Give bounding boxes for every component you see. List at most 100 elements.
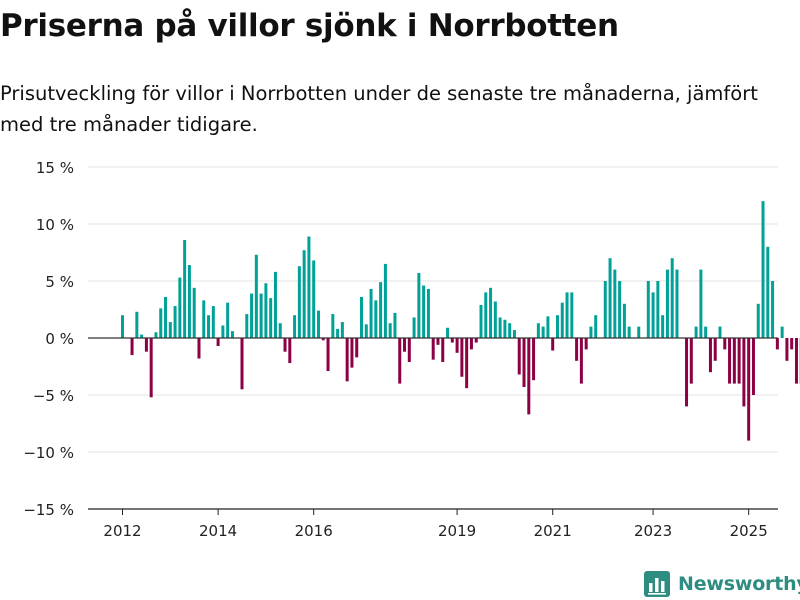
bar xyxy=(426,288,430,338)
bar xyxy=(374,300,378,338)
bar xyxy=(417,273,421,338)
bar xyxy=(350,338,354,368)
bar xyxy=(761,201,765,338)
bar xyxy=(751,338,755,395)
bar-series xyxy=(121,201,800,441)
bar xyxy=(469,338,473,350)
bar xyxy=(608,258,612,338)
bar xyxy=(622,303,626,338)
y-axis-labels: 15 % 10 % 5 % 0 % −5 % −10 % −15 % xyxy=(23,159,74,519)
bar xyxy=(775,338,779,350)
bar xyxy=(154,332,158,338)
bar xyxy=(756,303,760,338)
bar xyxy=(240,338,244,390)
bar xyxy=(646,281,650,338)
bar xyxy=(503,319,507,338)
chart-title: Priserna på villor sjönk i Norrbotten xyxy=(0,8,619,44)
bar xyxy=(283,338,287,352)
bar xyxy=(360,296,363,338)
bar xyxy=(407,338,411,362)
bar xyxy=(728,338,732,384)
bar xyxy=(594,315,598,338)
bar xyxy=(364,324,368,338)
bar xyxy=(412,317,416,338)
bar xyxy=(355,338,359,358)
bar xyxy=(675,269,679,338)
bar xyxy=(685,338,689,407)
bar xyxy=(780,326,784,338)
x-axis: 2012 2014 2016 2019 2021 2023 2025 xyxy=(88,508,778,540)
bar xyxy=(536,323,540,338)
bar xyxy=(790,338,794,350)
bar xyxy=(121,315,124,338)
x-tick-label: 2021 xyxy=(534,522,572,540)
bar xyxy=(560,302,564,338)
bar xyxy=(723,338,727,350)
bar xyxy=(393,312,397,338)
bar-chart: 15 %10 %5 %0 %−5 %−10 %−15 % 2012 2014 201… xyxy=(23,159,800,540)
bar xyxy=(670,258,674,338)
bar xyxy=(618,281,622,338)
bar xyxy=(211,306,215,338)
bar xyxy=(273,271,277,338)
bar xyxy=(140,334,144,338)
y-tick-label: −15 % xyxy=(23,501,74,519)
bar xyxy=(665,269,669,338)
bar xyxy=(259,293,263,338)
bar xyxy=(512,330,516,338)
newsworthy-logo: Newsworthy xyxy=(644,568,800,600)
gridlines xyxy=(88,166,778,453)
bar xyxy=(254,254,258,338)
bar xyxy=(297,266,301,338)
bar xyxy=(527,338,531,415)
bar xyxy=(307,236,311,338)
bar xyxy=(316,310,320,338)
bar xyxy=(785,338,789,361)
bar xyxy=(230,331,234,338)
x-tick-label: 2014 xyxy=(199,522,237,540)
chart-subtitle: Prisutveckling för villor i Norrbotten u… xyxy=(0,82,758,136)
bar xyxy=(718,326,722,338)
bar xyxy=(565,292,569,338)
bar xyxy=(551,338,555,351)
bar xyxy=(149,338,153,398)
bar xyxy=(508,323,512,338)
bar xyxy=(403,338,407,352)
bar xyxy=(369,288,373,338)
bar xyxy=(637,326,641,338)
y-tick-label: 15 % xyxy=(36,159,74,177)
bar xyxy=(250,293,254,338)
bar xyxy=(704,326,708,338)
bar xyxy=(441,338,445,362)
bar xyxy=(747,338,751,441)
bar xyxy=(575,338,579,361)
bar xyxy=(130,338,134,356)
bar xyxy=(331,314,335,338)
bar xyxy=(479,304,483,338)
x-tick-label: 2012 xyxy=(103,522,141,540)
y-tick-label: −10 % xyxy=(23,444,74,462)
x-tick-label: 2016 xyxy=(295,522,333,540)
bar xyxy=(570,292,574,338)
bar xyxy=(460,338,464,377)
bar xyxy=(398,338,402,384)
bar xyxy=(589,326,593,338)
bar xyxy=(422,285,426,338)
bar xyxy=(699,269,703,338)
bar xyxy=(245,314,249,338)
bar xyxy=(269,298,273,338)
bar xyxy=(541,326,545,338)
x-tick-label: 2019 xyxy=(438,522,476,540)
bar xyxy=(207,315,211,338)
bar xyxy=(689,338,693,384)
bar xyxy=(383,263,387,338)
bar xyxy=(336,328,340,338)
bar xyxy=(694,326,698,338)
bar xyxy=(771,281,775,338)
bar xyxy=(216,338,220,346)
bar xyxy=(489,287,493,338)
bar xyxy=(226,302,230,338)
y-tick-label: 0 % xyxy=(45,330,74,348)
bar xyxy=(708,338,712,373)
bar xyxy=(794,338,798,384)
